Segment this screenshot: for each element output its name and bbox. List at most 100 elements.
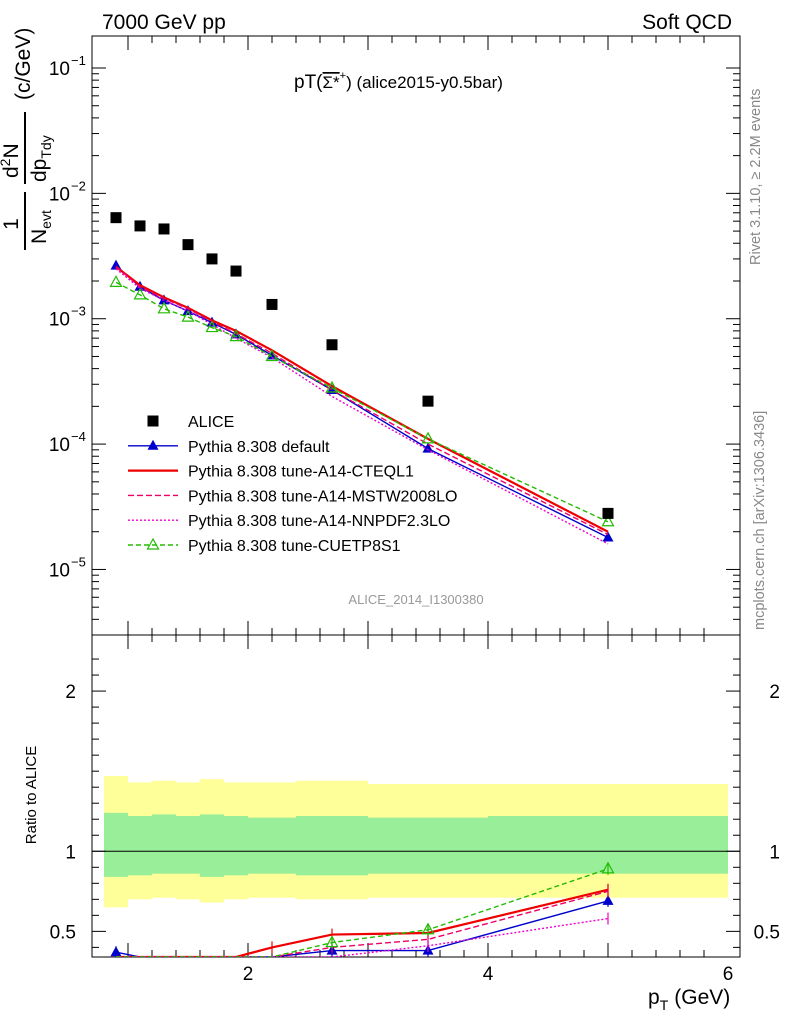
ratio-tick-label: 1 [65,842,76,863]
alice-data-point [422,395,434,407]
main-series-layer [109,212,615,545]
plot-title-particle: Σ* [323,73,341,92]
ratio-tick-label-right: 1 [769,842,780,863]
series-5-point [205,320,219,333]
legend-item: Pythia 8.308 tune-CUETP8S1 [128,537,401,555]
plot-title-prefix: pT( [294,72,323,93]
ratio-band-inner [296,816,368,876]
legend-item: Pythia 8.308 default [128,439,330,456]
alice-data-point [158,223,170,235]
series-1-point [266,349,278,360]
ratio-band-inner [248,817,296,874]
y-tick-label: 10 [49,560,70,581]
alice-data-point [134,220,146,232]
alice-data-point [206,253,218,265]
x-label-t: T [660,997,669,1013]
series-5-line [115,281,609,523]
analysis-watermark: ALICE_2014_I1300380 [348,592,483,607]
series-5-point [133,287,147,300]
series-5-point [265,349,279,362]
rivet-version-label: Rivet 3.1.10, ≥ 2.2M events [748,89,764,265]
plot-title-charge: + [340,70,346,82]
x-label-units: (GeV) [674,986,730,1009]
y-tick-label-exponent: −2 [71,178,86,193]
y-tick-label: 10 [49,59,70,80]
alice-data-point [110,212,122,224]
series-5-ratio-point [325,935,339,948]
plot-title-suffix: ) (alice2015-y0.5bar) [346,73,503,92]
series-1-ratio-point [110,946,122,957]
y-tick-label-exponent: −3 [71,304,86,319]
ratio-band-inner [224,816,248,876]
ratio-band-inner [200,814,224,877]
series-1-point [602,531,614,542]
series-1-line [115,265,609,539]
ratio-tick-label: 0.5 [50,922,76,943]
ratio-frame [91,634,741,958]
main-y-axis-label: 1 Nevt d2N dpTdy (c/GeV) [0,28,54,250]
main-panel: 10−110−210−310−410−5 [49,35,741,957]
alice-data-point [266,298,278,310]
y-label-units: (c/GeV) [12,28,35,100]
series-5-point [325,380,339,393]
y-label-n2: N [0,143,23,158]
series-5-point [601,514,615,527]
y-label-numerator: d2N [0,143,23,178]
legend-item: ALICE [147,414,234,431]
y-tick-label-exponent: −5 [71,554,86,569]
y-label-nevt: Nevt [28,210,54,244]
y-tick-label: 10 [49,184,70,205]
legend-label: Pythia 8.308 tune-A14-NNPDF2.3LO [188,513,450,530]
legend-label: Pythia 8.308 tune-A14-MSTW2008LO [188,488,457,505]
series-5-point [421,431,435,444]
plot-title: pT(Σ*+) (alice2015-y0.5bar) [294,70,503,93]
ratio-band-inner [152,814,176,874]
y-label-sup2: 2 [0,158,13,166]
x-tick-label: 2 [243,964,254,985]
legend-label: Pythia 8.308 tune-A14-CTEQL1 [188,464,414,481]
y-label-tdy: Tdy [38,135,54,158]
y-label-n: N [28,229,51,244]
legend-item: Pythia 8.308 tune-A14-NNPDF2.3LO [128,513,450,530]
series-5-ratio-line [116,868,609,957]
ratio-y-axis-label: Ratio to ALICE [23,746,40,844]
alice-data-point [602,507,614,519]
y-label-evt: evt [38,210,54,229]
series-2-line [115,265,609,533]
ratio-series-layer [110,861,615,957]
legend-label: Pythia 8.308 default [188,439,330,456]
x-label-p: p [648,986,660,1009]
series-3-ratio-line [116,890,609,957]
ratio-tick-label-right: 2 [769,682,780,703]
legend-marker [146,537,160,550]
header-left: 7000 GeV pp [102,11,226,34]
ratio-tick-label: 2 [65,682,76,703]
ratio-band-inner [368,817,488,874]
y-tick-label-exponent: −1 [71,53,86,68]
alice-data-point [230,265,242,277]
series-5-point [157,301,171,314]
series-4-line [115,268,609,545]
y-tick-label: 10 [49,310,70,331]
series-1-ratio-line [115,900,609,957]
legend-marker [147,415,159,427]
ratio-band-inner [176,816,200,874]
mcplots-label: mcplots.cern.ch [arXiv:1306.3436] [752,411,768,630]
legend-marker [147,439,159,450]
legend-item: Pythia 8.308 tune-A14-MSTW2008LO [128,488,457,505]
legend: ALICE Pythia 8.308 default Pythia 8.308 tu… [128,414,457,555]
y-tick-label: 10 [49,435,70,456]
series-5-point [181,309,195,322]
header-right: Soft QCD [642,11,732,34]
alice-data-point [326,339,338,351]
x-tick-label: 6 [723,964,734,985]
x-axis-label: pT (GeV) [648,986,730,1013]
y-label-one: 1 [0,218,23,230]
series-5-point [229,329,243,342]
series-2-ratio-line [116,888,609,957]
series-1-point [422,442,434,453]
ratio-band-inner [128,816,152,876]
series-1-point [110,259,122,270]
y-label-denominator: dpTdy [28,135,54,182]
